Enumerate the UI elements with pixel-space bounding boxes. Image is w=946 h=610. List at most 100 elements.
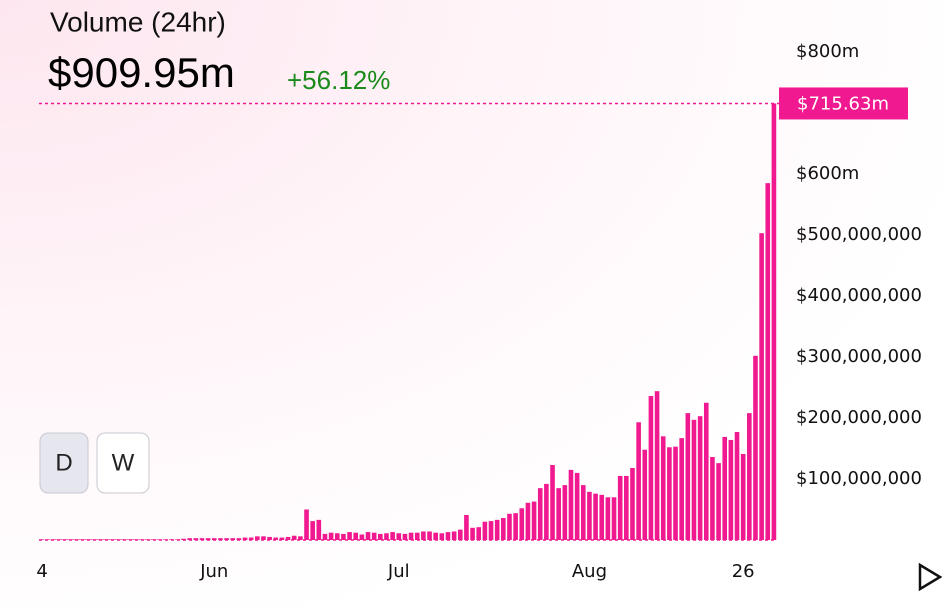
bar [119, 539, 125, 540]
bar [679, 438, 684, 540]
bar [236, 538, 242, 540]
bar [310, 521, 315, 540]
bar [82, 539, 88, 540]
chart-title: Volume (24hr) [50, 6, 226, 37]
bar [193, 538, 199, 540]
bar [562, 485, 568, 540]
bar [482, 521, 488, 540]
bar [470, 527, 475, 540]
bar [525, 502, 531, 540]
bar [747, 413, 752, 540]
bar [544, 483, 549, 540]
bar [464, 514, 469, 540]
button-bg [39, 432, 89, 494]
y-tick-label: $800m [796, 41, 859, 62]
bar [181, 538, 186, 540]
bar [316, 519, 322, 540]
bar [125, 539, 131, 540]
bar [494, 519, 500, 540]
bar [580, 485, 586, 540]
bar [593, 493, 598, 540]
bar [88, 539, 94, 540]
bar [168, 539, 174, 540]
play-button[interactable] [918, 562, 943, 592]
x-tick-label: Jun [199, 561, 228, 582]
bar [248, 537, 254, 540]
bar [334, 533, 340, 540]
bar [150, 539, 156, 540]
x-tick-label: 26 [732, 561, 755, 582]
button-w[interactable]: W [96, 432, 150, 494]
button-label: W [112, 449, 135, 476]
bar [771, 103, 777, 540]
button-d[interactable]: D [39, 432, 89, 494]
y-tick-label: $300,000,000 [796, 346, 922, 367]
bar [660, 436, 666, 540]
bar [285, 536, 291, 540]
bar [433, 532, 438, 540]
bar [488, 521, 494, 540]
bar [95, 539, 100, 540]
bar [519, 508, 525, 540]
bar [45, 539, 51, 540]
bar [648, 396, 654, 540]
bar [685, 413, 691, 540]
bar [630, 468, 635, 540]
bar [636, 422, 641, 540]
bar [740, 453, 746, 540]
bar [439, 533, 445, 540]
bar [255, 536, 260, 540]
bar [531, 501, 537, 540]
bar [568, 469, 574, 540]
bar [378, 533, 383, 540]
bar [624, 475, 629, 540]
bar [574, 472, 580, 540]
bar [39, 539, 45, 540]
bar [421, 531, 426, 540]
bar [341, 533, 346, 540]
bar [242, 537, 248, 540]
bar [187, 538, 192, 540]
bar [759, 233, 764, 541]
bar [328, 532, 334, 540]
button-bg [96, 432, 150, 494]
bar [556, 488, 561, 540]
bar [617, 475, 623, 540]
change: +56.12% [287, 65, 390, 95]
y-tick-label: $600m [796, 163, 859, 184]
bar [550, 464, 555, 540]
bar [722, 436, 728, 540]
bar [261, 536, 266, 540]
bar [64, 539, 69, 540]
bar [101, 539, 106, 540]
bar [667, 447, 672, 540]
bar [728, 439, 734, 540]
bar [501, 518, 506, 540]
bar [402, 533, 408, 540]
bar [427, 531, 432, 540]
bar [107, 539, 113, 540]
bar [113, 539, 119, 540]
bar [697, 416, 703, 540]
bar [384, 533, 389, 540]
bar [132, 539, 137, 540]
bar [703, 402, 709, 540]
bar [642, 449, 648, 540]
x-tick-label: Aug [572, 561, 607, 582]
bar [298, 536, 303, 540]
bar [371, 532, 377, 540]
bar [279, 537, 285, 540]
bar [599, 494, 605, 540]
bar [513, 513, 518, 540]
y-tick-label: $500,000,000 [796, 224, 922, 245]
bar [359, 534, 365, 540]
bar [476, 527, 482, 540]
bar [396, 533, 402, 540]
bar [58, 539, 63, 540]
bar [451, 531, 457, 540]
bar [390, 532, 395, 540]
bar [654, 391, 660, 540]
bar [52, 539, 57, 540]
bar [611, 497, 617, 540]
